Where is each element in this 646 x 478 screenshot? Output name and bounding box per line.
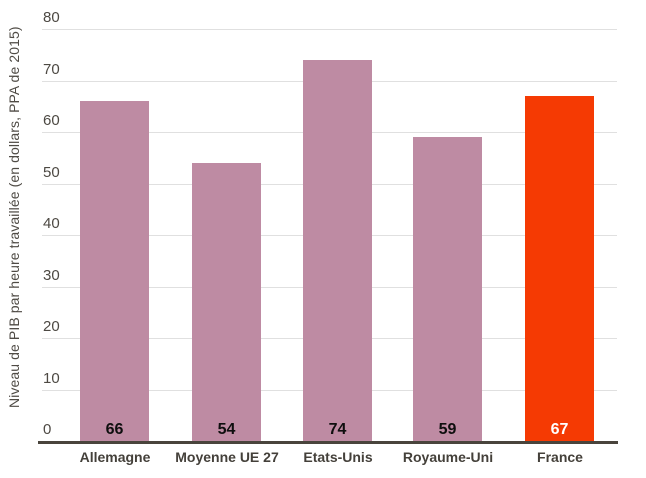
bar-value-label: 59: [438, 421, 457, 438]
y-tick-label: 20: [43, 318, 60, 335]
y-axis-title: Niveau de PIB par heure travaillée (en d…: [6, 26, 22, 408]
y-tick-label: 10: [43, 370, 60, 387]
y-tick-label: 80: [43, 9, 60, 26]
x-axis-category-label: Moyenne UE 27: [175, 449, 279, 465]
y-tick-label: 70: [43, 61, 60, 78]
y-tick-label: 40: [43, 215, 60, 232]
bar: [525, 96, 594, 441]
bar-value-label: 67: [550, 421, 569, 438]
x-axis-category-label: Etats-Unis: [303, 449, 373, 465]
bar: [192, 163, 261, 441]
bar: [303, 60, 372, 441]
x-axis-line: [38, 441, 618, 444]
bar: [413, 137, 482, 441]
bar-value-label: 66: [105, 421, 124, 438]
y-tick-label: 30: [43, 267, 60, 284]
y-tick-label: 60: [43, 112, 60, 129]
bar-value-label: 54: [217, 421, 236, 438]
x-axis-category-label: France: [537, 449, 583, 465]
bar: [80, 101, 149, 441]
y-tick-label: 50: [43, 164, 60, 181]
x-axis-category-label: Allemagne: [79, 449, 151, 465]
x-axis-category-label: Royaume-Uni: [402, 449, 494, 465]
y-tick-label: 0: [43, 421, 52, 438]
bar-value-label: 74: [328, 421, 347, 438]
gridline: [42, 29, 617, 30]
